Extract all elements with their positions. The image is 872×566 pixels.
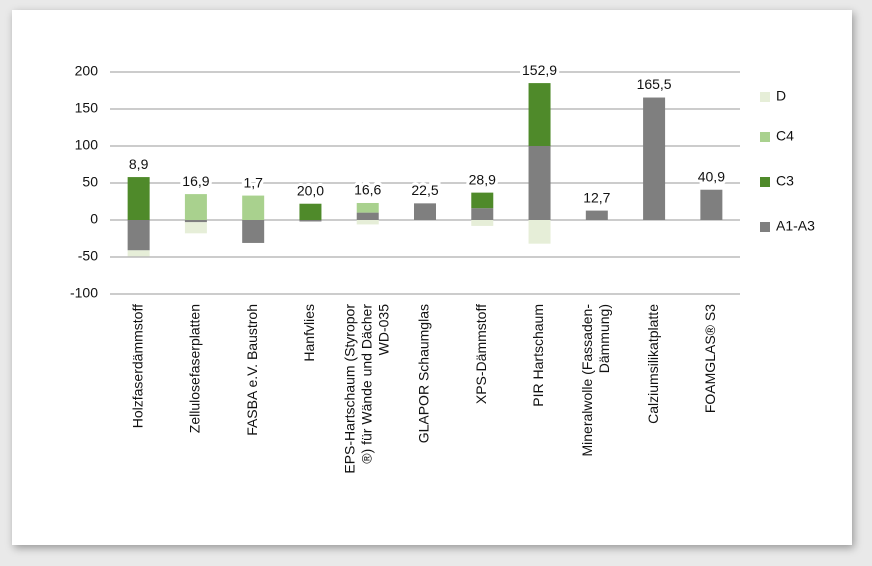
y-tick-label: 100 — [75, 137, 99, 153]
bar-segment — [356, 220, 379, 225]
value-label: 40,9 — [698, 168, 725, 184]
x-tick-label: PIR Hartschaum — [530, 304, 546, 407]
value-label: 16,9 — [182, 173, 209, 189]
x-tick-label: FASBA e.V. Baustroh — [244, 304, 260, 436]
bar-segment — [528, 220, 551, 244]
bar-segment — [242, 220, 265, 243]
legend-label: A1-A3 — [776, 218, 815, 234]
value-label: 8,9 — [129, 156, 149, 172]
bar-segment — [127, 177, 150, 220]
value-label: 165,5 — [637, 76, 672, 92]
bar-segment — [528, 146, 551, 220]
x-tick-label: GLAPOR Schaumglas — [416, 304, 432, 443]
x-tick-label: Hanfvlies — [301, 304, 317, 362]
y-tick-label: -50 — [78, 248, 98, 264]
bar-segment — [299, 203, 322, 220]
value-label: 152,9 — [522, 62, 557, 78]
x-tick-label: FOAMGLAS® S3 — [702, 304, 718, 413]
legend-label: C3 — [776, 173, 794, 189]
x-tick-label: EPS-Hartschaum (Styropor — [341, 304, 357, 474]
y-tick-label: -100 — [70, 285, 98, 301]
x-tick-label: WD-035 — [375, 304, 391, 356]
bar-segment — [585, 210, 608, 220]
bar-segment — [471, 208, 494, 220]
bar-segment — [528, 83, 551, 146]
bar-segment — [184, 194, 207, 220]
x-tick-label: Dämmung) — [596, 304, 612, 373]
value-label: 22,5 — [411, 182, 438, 198]
legend-swatch — [760, 222, 770, 232]
legend-swatch — [760, 177, 770, 187]
bar-segment — [643, 97, 666, 220]
bar-segment — [127, 250, 150, 257]
bar-segment — [184, 220, 207, 223]
legend-label: D — [776, 88, 786, 104]
bar-segment — [356, 212, 379, 220]
bar-segment — [414, 203, 436, 220]
y-tick-label: 0 — [90, 211, 98, 227]
bar-segment — [471, 220, 494, 226]
y-tick-label: 150 — [75, 100, 99, 116]
panel — [12, 10, 852, 545]
bar-segment — [700, 189, 723, 220]
x-tick-label: Holzfaserdämmstoff — [129, 304, 145, 428]
value-label: 16,6 — [354, 182, 381, 198]
bar-segment — [184, 222, 207, 234]
x-tick-label: Calziumsilikatplatte — [645, 304, 661, 424]
y-tick-label: 200 — [75, 63, 99, 79]
value-label: 20,0 — [297, 182, 324, 198]
bar-segment — [471, 192, 494, 209]
legend-label: C4 — [776, 128, 794, 144]
x-tick-label: Zellulosefaserplatten — [187, 304, 203, 433]
bar-segment — [127, 220, 150, 251]
bar-segment — [242, 195, 265, 220]
x-tick-label: XPS-Dämmstoff — [473, 304, 489, 404]
bar-segment — [356, 202, 379, 213]
y-tick-label: 50 — [82, 174, 98, 190]
x-tick-label: ®) für Wände und Dächer — [358, 304, 374, 464]
value-label: 1,7 — [243, 174, 263, 190]
legend-swatch — [760, 92, 770, 102]
bar-segment — [299, 220, 322, 222]
legend-swatch — [760, 132, 770, 142]
value-label: 28,9 — [469, 171, 496, 187]
x-tick-label: Mineralwolle (Fassaden- — [579, 304, 595, 457]
value-label: 12,7 — [583, 189, 610, 205]
